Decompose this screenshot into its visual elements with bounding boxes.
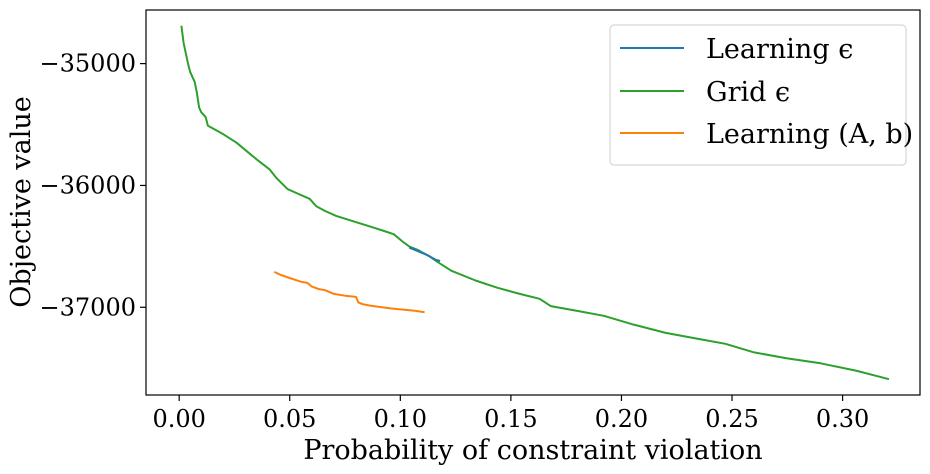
series-layer [180, 25, 890, 381]
legend-label-learning-ab: Learning (A, b) [706, 119, 913, 150]
plot-frame [145, 9, 921, 396]
y-tick-label: −37000 [40, 293, 136, 321]
x-axis: 0.00 0.05 0.10 0.15 0.20 0.25 0.30 [152, 395, 869, 433]
series-line-0 [408, 246, 441, 262]
legend-box [609, 24, 907, 166]
y-axis-title: Objective value [6, 96, 37, 308]
x-tick-label: 0.30 [816, 405, 869, 433]
x-tick-label: 0.10 [374, 405, 427, 433]
y-tick-label: −35000 [40, 50, 136, 78]
series-line-2 [273, 270, 425, 314]
legend-label-learning-epsilon: Learning ϵ [706, 34, 853, 65]
y-axis: −37000 −36000 −35000 [40, 50, 146, 321]
x-tick-label: 0.15 [484, 405, 537, 433]
legend-label-grid-epsilon: Grid ϵ [706, 77, 790, 108]
x-tick-label: 0.00 [152, 405, 205, 433]
y-tick-label: −36000 [40, 171, 136, 199]
legend: Learning ϵ Grid ϵ Learning (A, b) [609, 24, 913, 166]
x-tick-label: 0.25 [705, 405, 758, 433]
x-axis-title: Probability of constraint violation [303, 435, 762, 466]
series-line-1 [180, 25, 890, 381]
x-tick-label: 0.05 [263, 405, 316, 433]
x-tick-label: 0.20 [595, 405, 648, 433]
